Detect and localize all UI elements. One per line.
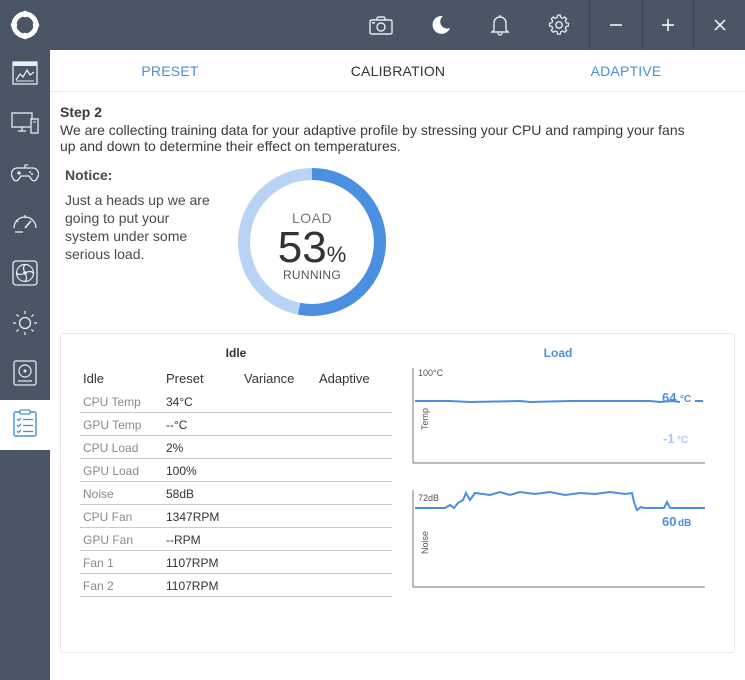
- temp-line: [415, 399, 681, 404]
- temp-current-unit: °C: [680, 394, 691, 405]
- tab-adaptive[interactable]: ADAPTIVE: [590, 63, 662, 79]
- tab-calibration[interactable]: CALIBRATION: [350, 63, 446, 79]
- row-label: Fan 2: [83, 579, 114, 593]
- column-header-preset: Preset: [166, 371, 204, 386]
- gauge-unit: %: [326, 242, 347, 267]
- step-title: Step 2: [60, 104, 103, 120]
- table-title: Idle: [225, 346, 247, 360]
- logo-icon: [0, 0, 50, 50]
- table-row: CPU Load 2%: [80, 436, 392, 459]
- gauge-label: LOAD: [291, 210, 333, 226]
- minimize-icon[interactable]: [590, 0, 642, 50]
- tab-bar: PRESET CALIBRATION ADAPTIVE: [50, 50, 745, 92]
- title-bar: [0, 0, 745, 50]
- temp-secondary-unit: °C: [677, 435, 688, 446]
- row-label: CPU Fan: [83, 510, 133, 524]
- column-header-adaptive: Adaptive: [319, 371, 370, 386]
- speedometer-icon: [11, 212, 39, 239]
- table-row: Fan 2 1107RPM: [80, 574, 392, 597]
- row-preset-value: 1107RPM: [166, 579, 219, 593]
- sidebar-item-fans[interactable]: [0, 250, 50, 300]
- temp-axis-label: Temp: [420, 408, 430, 430]
- sidebar-item-performance[interactable]: [0, 200, 50, 250]
- row-label: GPU Load: [83, 464, 140, 478]
- notice-title: Notice:: [65, 167, 113, 183]
- sidebar-item-dashboard[interactable]: [0, 50, 50, 100]
- row-preset-value: 58dB: [166, 487, 195, 501]
- gear-icon[interactable]: [534, 0, 584, 50]
- gauge-progress: [238, 168, 386, 316]
- temp-secondary-value: -1: [663, 431, 675, 446]
- row-preset-value: 1347RPM: [166, 510, 220, 524]
- sidebar: [0, 50, 50, 680]
- noise-axis-label: Noise: [420, 531, 430, 554]
- titlebar-divider: [642, 0, 643, 50]
- close-icon[interactable]: [694, 0, 745, 50]
- column-header-variance: Variance: [244, 371, 295, 386]
- row-preset-value: 1107RPM: [166, 556, 219, 570]
- sidebar-item-monitor[interactable]: [0, 100, 50, 150]
- chart-title: Load: [543, 346, 573, 360]
- row-label: GPU Fan: [83, 533, 134, 547]
- row-label: Fan 1: [83, 556, 114, 570]
- sidebar-item-lighting[interactable]: [0, 300, 50, 350]
- monitor-icon: [11, 111, 39, 140]
- row-label: GPU Temp: [83, 418, 142, 432]
- table-row: GPU Fan --RPM: [80, 528, 392, 551]
- moon-icon[interactable]: [416, 0, 466, 50]
- gauge-number: 53: [277, 223, 327, 272]
- load-gauge: [238, 168, 386, 316]
- camera-icon[interactable]: [356, 0, 406, 50]
- bell-icon[interactable]: [475, 0, 525, 50]
- row-preset-value: 100%: [166, 464, 197, 478]
- titlebar-divider: [589, 0, 590, 50]
- row-label: Noise: [83, 487, 114, 501]
- sidebar-item-gaming[interactable]: [0, 150, 50, 200]
- noise-line: [415, 490, 705, 512]
- dashboard-icon: [12, 60, 38, 90]
- storage-icon: [13, 359, 37, 391]
- noise-max-label: 72dB: [418, 493, 439, 503]
- column-header-idle: Idle: [83, 371, 104, 386]
- gauge-value: 53%: [236, 224, 388, 272]
- row-preset-value: --RPM: [166, 533, 201, 547]
- checklist-icon: [13, 408, 37, 442]
- row-preset-value: 34°C: [166, 395, 193, 409]
- sidebar-item-calibration[interactable]: [0, 400, 50, 450]
- fan-icon: [12, 259, 38, 291]
- table-row: GPU Load 100%: [80, 459, 392, 482]
- temp-chart: 100°C Temp 64 °C -1 °C: [412, 368, 705, 464]
- table-row: Fan 1 1107RPM: [80, 551, 392, 574]
- load-charts: 100°C Temp 64 °C -1 °C 72dB Noise 60 dB: [412, 368, 705, 588]
- temp-max-label: 100°C: [418, 368, 444, 378]
- notice-text: Just a heads up we are going to put your…: [65, 192, 210, 262]
- gamepad-icon: [10, 162, 40, 189]
- row-label: CPU Load: [83, 441, 139, 455]
- row-label: CPU Temp: [83, 395, 141, 409]
- row-preset-value: 2%: [166, 441, 184, 455]
- noise-current-unit: dB: [678, 518, 691, 529]
- noise-current-value: 60: [662, 514, 676, 529]
- titlebar-divider: [693, 0, 694, 50]
- sidebar-item-storage[interactable]: [0, 350, 50, 400]
- table-row: CPU Temp 34°C: [80, 390, 392, 413]
- step-description: We are collecting training data for your…: [60, 122, 685, 154]
- tab-preset[interactable]: PRESET: [141, 63, 199, 79]
- maximize-icon[interactable]: [643, 0, 693, 50]
- noise-chart: 72dB Noise 60 dB: [412, 490, 705, 588]
- row-preset-value: --°C: [166, 418, 188, 432]
- brightness-icon: [12, 310, 38, 341]
- table-row: Noise 58dB: [80, 482, 392, 505]
- table-row: CPU Fan 1347RPM: [80, 505, 392, 528]
- temp-current-value: 64: [662, 390, 677, 405]
- gauge-status: RUNNING: [282, 268, 342, 282]
- table-row: GPU Temp --°C: [80, 413, 392, 436]
